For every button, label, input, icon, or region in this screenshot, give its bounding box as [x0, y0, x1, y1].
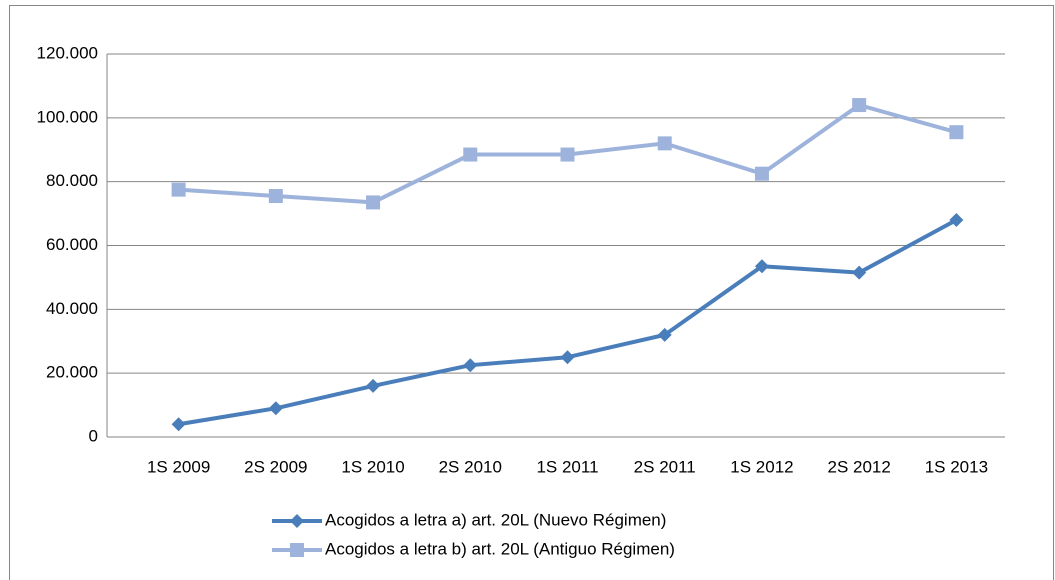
x-tick-label: 2S 2012: [827, 457, 890, 476]
data-point: [657, 136, 672, 151]
data-point: [463, 147, 478, 162]
x-tick-label: 2S 2010: [439, 457, 502, 476]
y-tick-label: 60.000: [46, 235, 98, 254]
data-point: [171, 417, 186, 432]
data-point: [754, 166, 769, 181]
x-tick-label: 2S 2011: [634, 457, 696, 476]
data-point: [463, 358, 478, 373]
data-point: [560, 147, 575, 162]
data-point: [754, 259, 769, 274]
x-tick-label: 2S 2009: [244, 457, 307, 476]
x-tick-label: 1S 2011: [536, 457, 598, 476]
data-point: [949, 125, 964, 140]
y-tick-label: 120.000: [37, 43, 98, 62]
x-tick-label: 1S 2010: [341, 457, 404, 476]
data-point: [852, 98, 867, 113]
data-point: [268, 189, 283, 204]
data-point: [366, 195, 381, 210]
x-tick-label: 1S 2009: [147, 457, 210, 476]
data-point: [366, 378, 381, 393]
data-point: [171, 182, 186, 197]
y-tick-label: 20.000: [46, 363, 98, 382]
legend-label: Acogidos a letra b) art. 20L (Antiguo Ré…: [325, 539, 675, 558]
y-tick-label: 0: [89, 426, 98, 445]
x-tick-label: 1S 2013: [925, 457, 988, 476]
y-tick-label: 40.000: [46, 299, 98, 318]
y-tick-label: 80.000: [46, 171, 98, 190]
data-point: [852, 265, 867, 280]
legend-marker: [290, 543, 304, 557]
data-point: [949, 212, 964, 227]
y-tick-label: 100.000: [37, 107, 98, 126]
legend-marker: [290, 514, 304, 528]
data-point: [657, 327, 672, 342]
data-point: [268, 401, 283, 416]
data-point: [560, 350, 575, 365]
chart-frame: [9, 5, 1054, 580]
legend-label: Acogidos a letra a) art. 20L (Nuevo Régi…: [325, 510, 666, 529]
x-tick-label: 1S 2012: [730, 457, 793, 476]
